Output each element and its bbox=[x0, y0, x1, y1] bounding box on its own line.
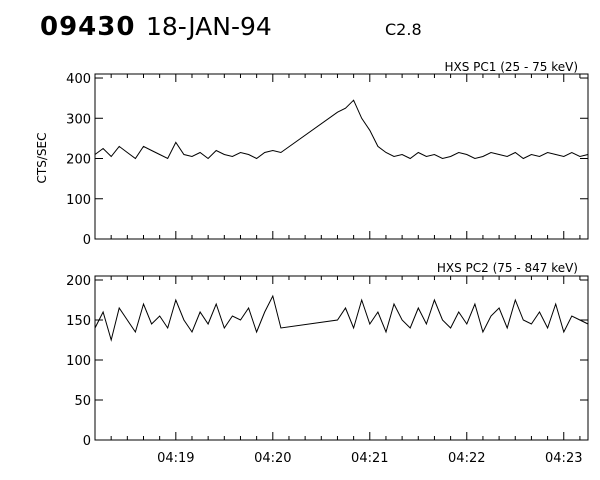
series-line-pc1 bbox=[94, 99, 589, 160]
panel-title-bottom: HXS PC2 (75 - 847 keV) bbox=[437, 261, 578, 275]
series-line-pc2 bbox=[94, 294, 589, 342]
x-tick-label: 04:22 bbox=[448, 451, 485, 466]
y-ticks-top: 0 100 200 300 400 bbox=[66, 72, 588, 248]
y-axis-label: CTS/SEC bbox=[35, 133, 49, 184]
page-header: 09430 18-JAN-94 C2.8 bbox=[0, 0, 600, 60]
plot-frame-bottom bbox=[94, 275, 589, 441]
y-tick-label: 50 bbox=[74, 394, 91, 409]
plot-frame-top bbox=[94, 73, 589, 240]
y-ticks-bottom: 0 50 100 150 200 bbox=[66, 274, 588, 449]
x-tick-label: 04:19 bbox=[157, 451, 194, 466]
x-ticks-bottom: 04:19 04:20 04:21 04:22 04:23 bbox=[94, 276, 582, 466]
y-tick-label: 150 bbox=[66, 314, 91, 329]
panel-title-top: HXS PC1 (25 - 75 keV) bbox=[444, 60, 578, 74]
x-ticks-top bbox=[94, 74, 581, 239]
y-tick-label: 200 bbox=[66, 153, 91, 168]
y-tick-label: 100 bbox=[66, 193, 91, 208]
y-tick-label: 300 bbox=[66, 112, 91, 127]
panel-hxs-pc1: HXS PC1 (25 - 75 keV) CTS/SEC 0 100 200 300… bbox=[35, 60, 589, 248]
y-tick-label: 200 bbox=[66, 274, 91, 289]
event-date: 18-JAN-94 bbox=[146, 12, 272, 41]
panel-hxs-pc2: HXS PC2 (75 - 847 keV) 0 50 100 150 200 04:1… bbox=[66, 261, 589, 466]
x-tick-label: 04:23 bbox=[545, 451, 582, 466]
y-tick-label: 400 bbox=[66, 72, 91, 87]
flare-class: C2.8 bbox=[385, 20, 422, 39]
event-id: 09430 bbox=[40, 12, 136, 42]
x-tick-label: 04:21 bbox=[351, 451, 388, 466]
y-tick-label: 0 bbox=[83, 233, 91, 248]
y-tick-label: 100 bbox=[66, 354, 91, 369]
y-tick-label: 0 bbox=[83, 434, 91, 449]
x-tick-label: 04:20 bbox=[254, 451, 291, 466]
